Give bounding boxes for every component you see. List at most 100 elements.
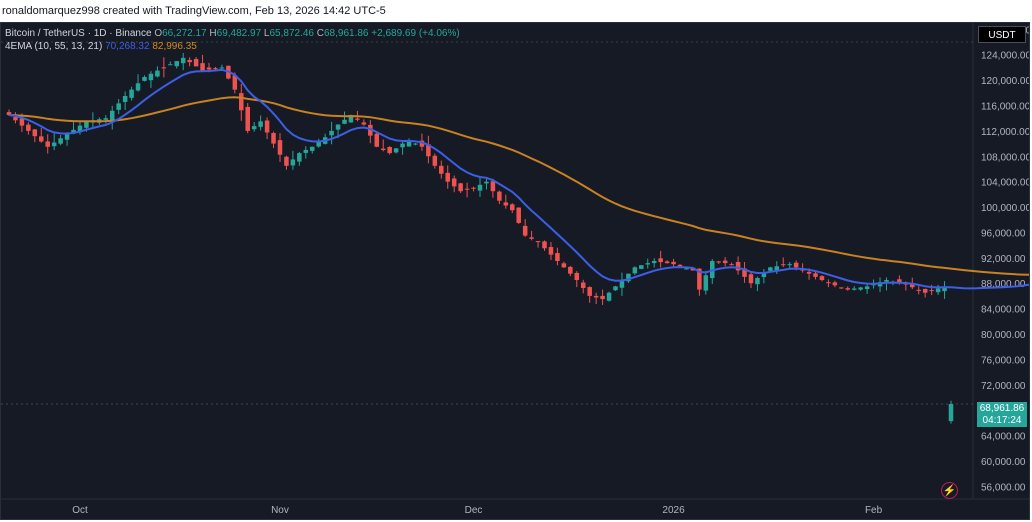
- candle-up: [64, 134, 70, 140]
- candle-down: [600, 295, 605, 300]
- candle-down: [464, 188, 470, 190]
- candle-up: [103, 118, 109, 120]
- candle-down: [277, 140, 283, 155]
- candle-down: [522, 225, 528, 236]
- quote-currency-badge[interactable]: USDT: [978, 26, 1026, 43]
- y-tick-label: 116,000.00: [981, 102, 1029, 113]
- candle-down: [555, 253, 560, 261]
- chart-legend: Bitcoin / TetherUS · 1D · Binance O66,27…: [5, 27, 460, 53]
- y-tick-label: 72,000.00: [981, 381, 1026, 392]
- candle-down: [503, 202, 509, 206]
- candle-up: [942, 286, 947, 292]
- candle-up: [393, 148, 399, 153]
- candle-down: [419, 140, 425, 147]
- bar-countdown: 04:17:24: [982, 415, 1022, 426]
- ema-fast-value: 70,268.32: [105, 41, 150, 52]
- candle-up: [871, 284, 876, 286]
- x-tick-label: Oct: [72, 505, 88, 516]
- open-value: 66,272.17: [162, 28, 207, 39]
- lightning-icon[interactable]: ⚡: [941, 482, 958, 499]
- y-tick-label: 60,000.00: [981, 457, 1026, 468]
- candle-down: [548, 247, 554, 255]
- candle-up: [645, 263, 651, 265]
- candle-down: [535, 241, 541, 243]
- candle-down: [200, 63, 205, 71]
- candle-down: [510, 204, 515, 211]
- candle-up: [948, 404, 954, 422]
- candle-down: [832, 282, 838, 286]
- candle-down: [284, 156, 289, 166]
- close-value: 68,961.86: [324, 28, 369, 39]
- change-value: +2,689.69 (+4.06%): [371, 28, 460, 39]
- candle-up: [613, 286, 618, 291]
- open-label: O: [154, 28, 163, 39]
- candle-down: [264, 120, 270, 133]
- candle-down: [826, 282, 831, 284]
- candle-up: [413, 143, 418, 145]
- candle-down: [19, 118, 25, 126]
- candle-up: [774, 266, 780, 271]
- candle-down: [735, 261, 741, 271]
- ema-slow-value: 82,996.35: [152, 41, 197, 52]
- candle-up: [639, 265, 644, 269]
- candle-down: [593, 295, 599, 298]
- candle-down: [748, 274, 754, 284]
- candle-down: [806, 271, 812, 274]
- candle-up: [684, 268, 689, 270]
- candle-up: [400, 143, 405, 148]
- candle-down: [813, 273, 818, 277]
- candle-down: [368, 124, 373, 136]
- candle-up: [109, 110, 115, 121]
- candle-up: [864, 286, 870, 290]
- candle-up: [51, 142, 57, 147]
- candle-up: [316, 142, 321, 147]
- candle-down: [439, 165, 444, 174]
- candle-down: [374, 133, 380, 147]
- candle-down: [845, 288, 851, 290]
- candle-up: [174, 61, 180, 67]
- candle-down: [32, 129, 38, 137]
- candle-up: [329, 130, 334, 136]
- candle-up: [348, 115, 354, 123]
- x-tick-label: Feb: [865, 505, 883, 516]
- candle-down: [13, 117, 18, 121]
- candle-down: [722, 260, 728, 264]
- candle-down: [664, 261, 670, 264]
- price-chart[interactable]: 128,000.00124,000.00120,000.00116,000.00…: [1, 23, 1029, 519]
- chart-panel[interactable]: 128,000.00124,000.00120,000.00116,000.00…: [0, 22, 1030, 520]
- candle-down: [574, 272, 580, 281]
- candle-up: [168, 64, 173, 66]
- indicator-name: 4EMA (10, 55, 13, 21): [5, 41, 103, 52]
- candle-up: [258, 121, 263, 127]
- candle-up: [858, 287, 863, 290]
- candle-up: [406, 140, 412, 147]
- candle-up: [251, 126, 257, 130]
- symbol-label: Bitcoin / TetherUS · 1D · Binance: [5, 28, 152, 39]
- candle-up: [297, 153, 302, 162]
- candle-up: [884, 280, 889, 282]
- candle-down: [26, 124, 31, 131]
- y-tick-label: 84,000.00: [981, 305, 1026, 316]
- low-value: 65,872.46: [269, 28, 314, 39]
- candle-down: [839, 287, 844, 289]
- candle-down: [910, 283, 915, 288]
- candle-down: [432, 155, 438, 166]
- candle-down: [445, 172, 450, 182]
- candle-up: [77, 125, 83, 132]
- candle-up: [129, 89, 134, 98]
- candle-down: [658, 258, 663, 263]
- candle-up: [619, 280, 625, 288]
- candle-down: [516, 207, 521, 223]
- candle-down: [471, 187, 476, 189]
- candle-down: [922, 288, 928, 293]
- candle-up: [155, 70, 160, 77]
- candle-down: [716, 261, 721, 263]
- y-tick-label: 80,000.00: [981, 330, 1026, 341]
- y-tick-label: 108,000.00: [981, 152, 1029, 163]
- candle-up: [58, 138, 63, 144]
- candle-down: [542, 241, 547, 249]
- candle-up: [484, 181, 489, 184]
- candle-up: [290, 159, 296, 166]
- candle-up: [342, 119, 347, 124]
- candle-down: [239, 93, 244, 111]
